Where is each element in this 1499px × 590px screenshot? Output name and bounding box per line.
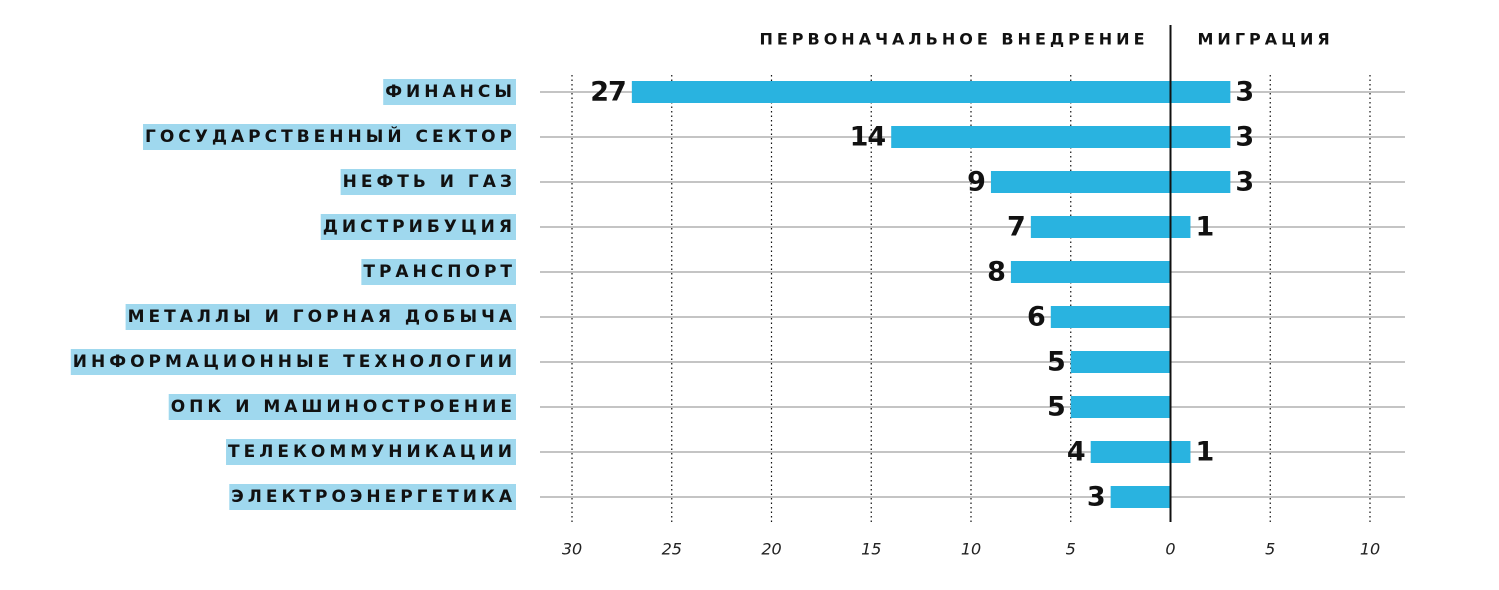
category-highlight xyxy=(320,214,516,240)
series-header: ПЕРВОНАЧАЛЬНОЕ ВНЕДРЕНИЕ xyxy=(759,30,1148,49)
bar xyxy=(1170,441,1191,463)
value-label: 1 xyxy=(1195,212,1213,243)
value-label: 3 xyxy=(1235,167,1253,198)
category-highlight xyxy=(168,394,516,420)
category-label: ИНФОРМАЦИОННЫЕ ТЕХНОЛОГИИ xyxy=(73,352,516,372)
category-label: ТЕЛЕКОММУНИКАЦИИ xyxy=(228,442,516,462)
bar xyxy=(1010,261,1171,283)
value-label: 6 xyxy=(1027,302,1045,333)
x-tick-label: 0 xyxy=(1165,540,1175,559)
bar xyxy=(1110,486,1171,508)
bar xyxy=(990,171,1171,193)
category-label: МЕТАЛЛЫ И ГОРНАЯ ДОБЫЧА xyxy=(128,307,516,327)
value-label: 3 xyxy=(1235,122,1253,153)
value-label: 4 xyxy=(1067,437,1085,468)
category-highlight xyxy=(226,439,516,465)
value-label: 14 xyxy=(850,122,886,153)
bar xyxy=(1170,171,1231,193)
x-tick-label: 10 xyxy=(961,540,981,559)
category-label: ФИНАНСЫ xyxy=(385,82,516,102)
x-tick-label: 25 xyxy=(662,540,682,559)
category-label: ТРАНСПОРТ xyxy=(363,262,516,282)
category-highlight xyxy=(125,304,516,330)
bar xyxy=(891,126,1171,148)
bar xyxy=(1090,441,1171,463)
category-highlight xyxy=(383,79,516,105)
highlight-layer xyxy=(70,79,516,510)
bar xyxy=(1070,351,1171,373)
bar xyxy=(631,81,1171,103)
category-label: ЭЛЕКТРОЭНЕРГЕТИКА xyxy=(231,487,516,507)
bar-layer xyxy=(631,81,1231,508)
category-label: ГОСУДАРСТВЕННЫЙ СЕКТОР xyxy=(145,125,516,147)
value-label: 27 xyxy=(590,77,626,108)
category-highlight xyxy=(229,484,516,510)
value-label: 7 xyxy=(1007,212,1025,243)
bar xyxy=(1170,126,1231,148)
value-label: 8 xyxy=(987,257,1005,288)
x-tick-label: 10 xyxy=(1360,540,1380,559)
bar xyxy=(1050,306,1171,328)
category-label: ОПК И МАШИНОСТРОЕНИЕ xyxy=(171,397,516,417)
category-highlight xyxy=(340,169,516,195)
series-header: МИГРАЦИЯ xyxy=(1198,30,1334,49)
category-highlight xyxy=(143,124,516,150)
value-label: 3 xyxy=(1087,482,1105,513)
bar xyxy=(1070,396,1171,418)
x-tick-label: 5 xyxy=(1066,540,1076,559)
value-label: 9 xyxy=(967,167,985,198)
x-tick-label: 20 xyxy=(761,540,781,559)
category-highlight xyxy=(361,259,516,285)
category-label: ДИСТРИБУЦИЯ xyxy=(323,217,516,237)
bar xyxy=(1170,81,1231,103)
value-label: 5 xyxy=(1047,392,1065,423)
x-tick-label: 30 xyxy=(562,540,582,559)
value-label: 3 xyxy=(1235,77,1253,108)
x-tick-label: 5 xyxy=(1265,540,1275,559)
x-tick-label: 15 xyxy=(861,540,881,559)
category-highlight xyxy=(70,349,516,375)
bar xyxy=(1170,216,1191,238)
category-label: НЕФТЬ И ГАЗ xyxy=(343,172,516,192)
bar xyxy=(1030,216,1171,238)
value-label: 1 xyxy=(1195,437,1213,468)
value-label: 5 xyxy=(1047,347,1065,378)
